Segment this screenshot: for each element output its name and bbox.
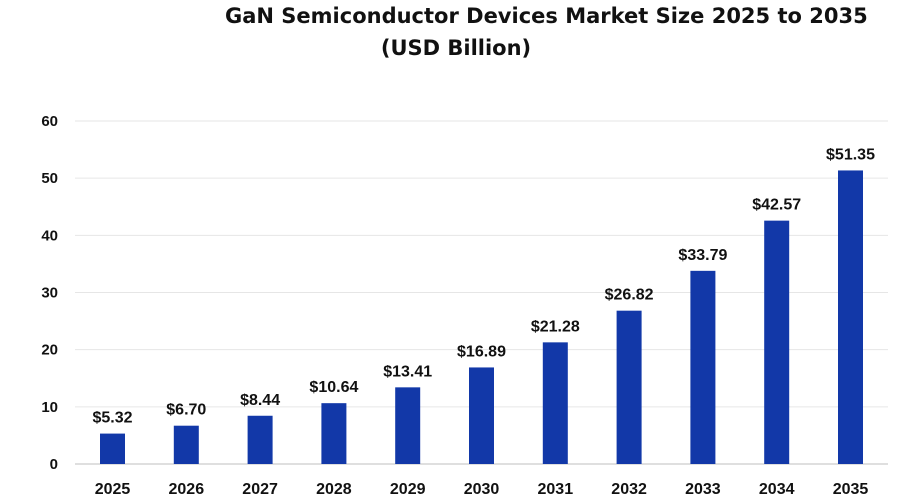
data-label: $26.82 bbox=[605, 287, 654, 304]
x-tick-label: 2028 bbox=[316, 481, 352, 498]
y-tick-label: 50 bbox=[41, 170, 58, 187]
data-label: $13.41 bbox=[383, 363, 432, 380]
bar bbox=[321, 403, 347, 464]
bar bbox=[173, 425, 199, 464]
x-tick-label: 2029 bbox=[390, 481, 426, 498]
y-tick-label: 40 bbox=[41, 227, 58, 244]
y-tick-label: 0 bbox=[50, 456, 58, 473]
bar bbox=[395, 387, 421, 464]
y-tick-label: 60 bbox=[41, 113, 58, 130]
x-tick-label: 2034 bbox=[759, 481, 795, 498]
bar bbox=[542, 342, 568, 464]
chart-title: GaN Semiconductor Devices Market Size 20… bbox=[225, 4, 868, 28]
data-label: $10.64 bbox=[309, 379, 358, 396]
x-tick-label: 2031 bbox=[538, 481, 574, 498]
x-tick-label: 2033 bbox=[685, 481, 721, 498]
x-tick-label: 2030 bbox=[464, 481, 500, 498]
data-label: $21.28 bbox=[531, 318, 580, 335]
bar bbox=[100, 433, 125, 464]
x-tick-label: 2035 bbox=[833, 481, 869, 498]
y-tick-label: 30 bbox=[41, 285, 58, 302]
chart-subtitle: (USD Billion) bbox=[380, 36, 532, 60]
data-label: $8.44 bbox=[240, 392, 280, 409]
data-label: $6.70 bbox=[166, 402, 206, 419]
x-tick-label: 2027 bbox=[242, 481, 278, 498]
bar bbox=[616, 310, 642, 464]
x-tick-label: 2025 bbox=[95, 481, 131, 498]
data-label: $42.57 bbox=[752, 197, 801, 214]
y-tick-label: 20 bbox=[41, 342, 58, 359]
y-tick-label: 10 bbox=[41, 399, 58, 416]
x-tick-label: 2032 bbox=[611, 481, 647, 498]
data-label: $33.79 bbox=[678, 247, 727, 264]
data-label: $51.35 bbox=[826, 146, 875, 163]
bar bbox=[247, 415, 273, 464]
data-label: $16.89 bbox=[457, 343, 506, 360]
data-label: $5.32 bbox=[92, 410, 132, 427]
x-tick-label: 2026 bbox=[169, 481, 205, 498]
bar bbox=[690, 270, 716, 464]
bar bbox=[764, 220, 790, 464]
bar bbox=[469, 367, 494, 464]
bar bbox=[838, 170, 863, 465]
